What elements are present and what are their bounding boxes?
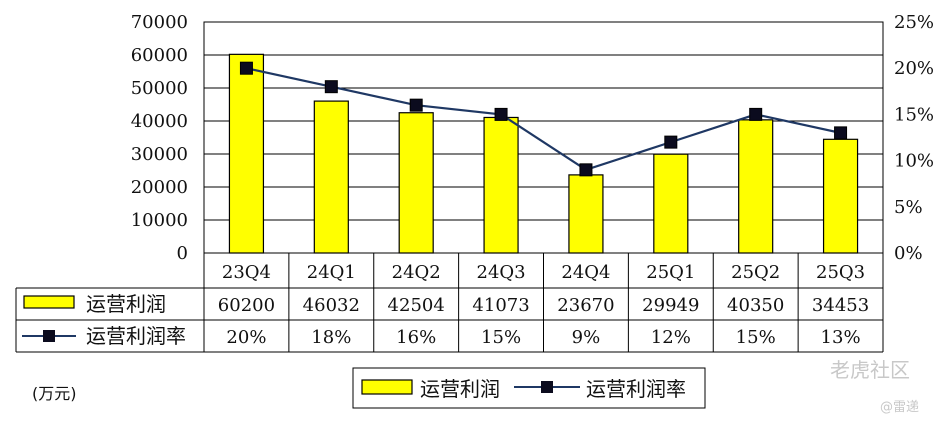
line-value-label: 13% xyxy=(821,327,861,348)
y-left-tick-label: 0 xyxy=(177,243,188,264)
unit-label: (万元) xyxy=(32,384,77,403)
line-marker xyxy=(409,98,423,112)
line-marker xyxy=(579,163,593,177)
line-marker xyxy=(664,135,678,149)
bar xyxy=(398,112,434,254)
y-left-tick-label: 70000 xyxy=(131,12,188,33)
watermark-author: @雷递 xyxy=(880,400,920,415)
bar xyxy=(738,119,774,254)
line-value-label: 18% xyxy=(311,327,351,348)
line-value-label: 20% xyxy=(226,327,266,348)
y-right-tick-label: 20% xyxy=(894,58,934,79)
category-label: 24Q4 xyxy=(561,262,610,283)
bar xyxy=(228,53,265,254)
bar-value-label: 40350 xyxy=(727,295,784,316)
bar xyxy=(313,100,349,254)
bar-value-label: 46032 xyxy=(303,295,360,316)
bar xyxy=(653,153,689,254)
watermark-site: 老虎社区 xyxy=(830,358,910,382)
line-value-label: 15% xyxy=(736,327,776,348)
bar-value-label: 29949 xyxy=(642,295,699,316)
y-left-tick-label: 50000 xyxy=(131,78,188,99)
category-label: 24Q3 xyxy=(477,262,526,283)
table-key-marker xyxy=(43,330,55,342)
y-left-tick-label: 10000 xyxy=(131,210,188,231)
bar-value-label: 41073 xyxy=(472,295,529,316)
bar-value-label: 34453 xyxy=(812,295,869,316)
plot-frame xyxy=(203,21,884,254)
table-row-label: 运营利润 xyxy=(86,292,166,316)
bar xyxy=(483,116,519,254)
bar-value-label: 42504 xyxy=(388,295,445,316)
line-marker xyxy=(749,107,763,121)
y-left-tick-label: 30000 xyxy=(131,144,188,165)
line-marker xyxy=(239,61,253,75)
category-label: 23Q4 xyxy=(222,262,271,283)
line-marker xyxy=(494,107,508,121)
legend-label: 运营利润率 xyxy=(586,377,686,401)
y-right-tick-label: 15% xyxy=(894,104,934,125)
category-label: 24Q2 xyxy=(392,262,441,283)
table-key-bar xyxy=(23,295,75,309)
category-label: 24Q1 xyxy=(307,262,356,283)
legend-label: 运营利润 xyxy=(420,377,500,401)
y-left-tick-label: 60000 xyxy=(131,45,188,66)
line-value-label: 15% xyxy=(481,327,521,348)
line-marker xyxy=(324,80,338,94)
y-right-tick-label: 10% xyxy=(894,151,934,172)
y-right-tick-label: 0% xyxy=(894,243,923,264)
y-right-tick-label: 5% xyxy=(894,197,923,218)
line-value-label: 16% xyxy=(396,327,436,348)
legend-key-marker xyxy=(541,381,553,393)
series-line xyxy=(246,67,841,172)
y-left-tick-label: 40000 xyxy=(131,111,188,132)
table-row-label: 运营利润率 xyxy=(86,324,186,348)
bar-value-label: 60200 xyxy=(218,295,275,316)
legend-key-bar xyxy=(361,379,413,395)
line-value-label: 12% xyxy=(651,327,691,348)
line-value-label: 9% xyxy=(572,327,601,348)
y-right-tick-label: 25% xyxy=(894,12,934,33)
bar xyxy=(568,174,604,254)
category-label: 25Q3 xyxy=(816,262,865,283)
line-marker xyxy=(834,126,848,140)
bar xyxy=(822,138,859,254)
y-left-tick-label: 20000 xyxy=(131,177,188,198)
category-label: 25Q1 xyxy=(646,262,695,283)
bar-value-label: 23670 xyxy=(557,295,614,316)
category-label: 25Q2 xyxy=(731,262,780,283)
